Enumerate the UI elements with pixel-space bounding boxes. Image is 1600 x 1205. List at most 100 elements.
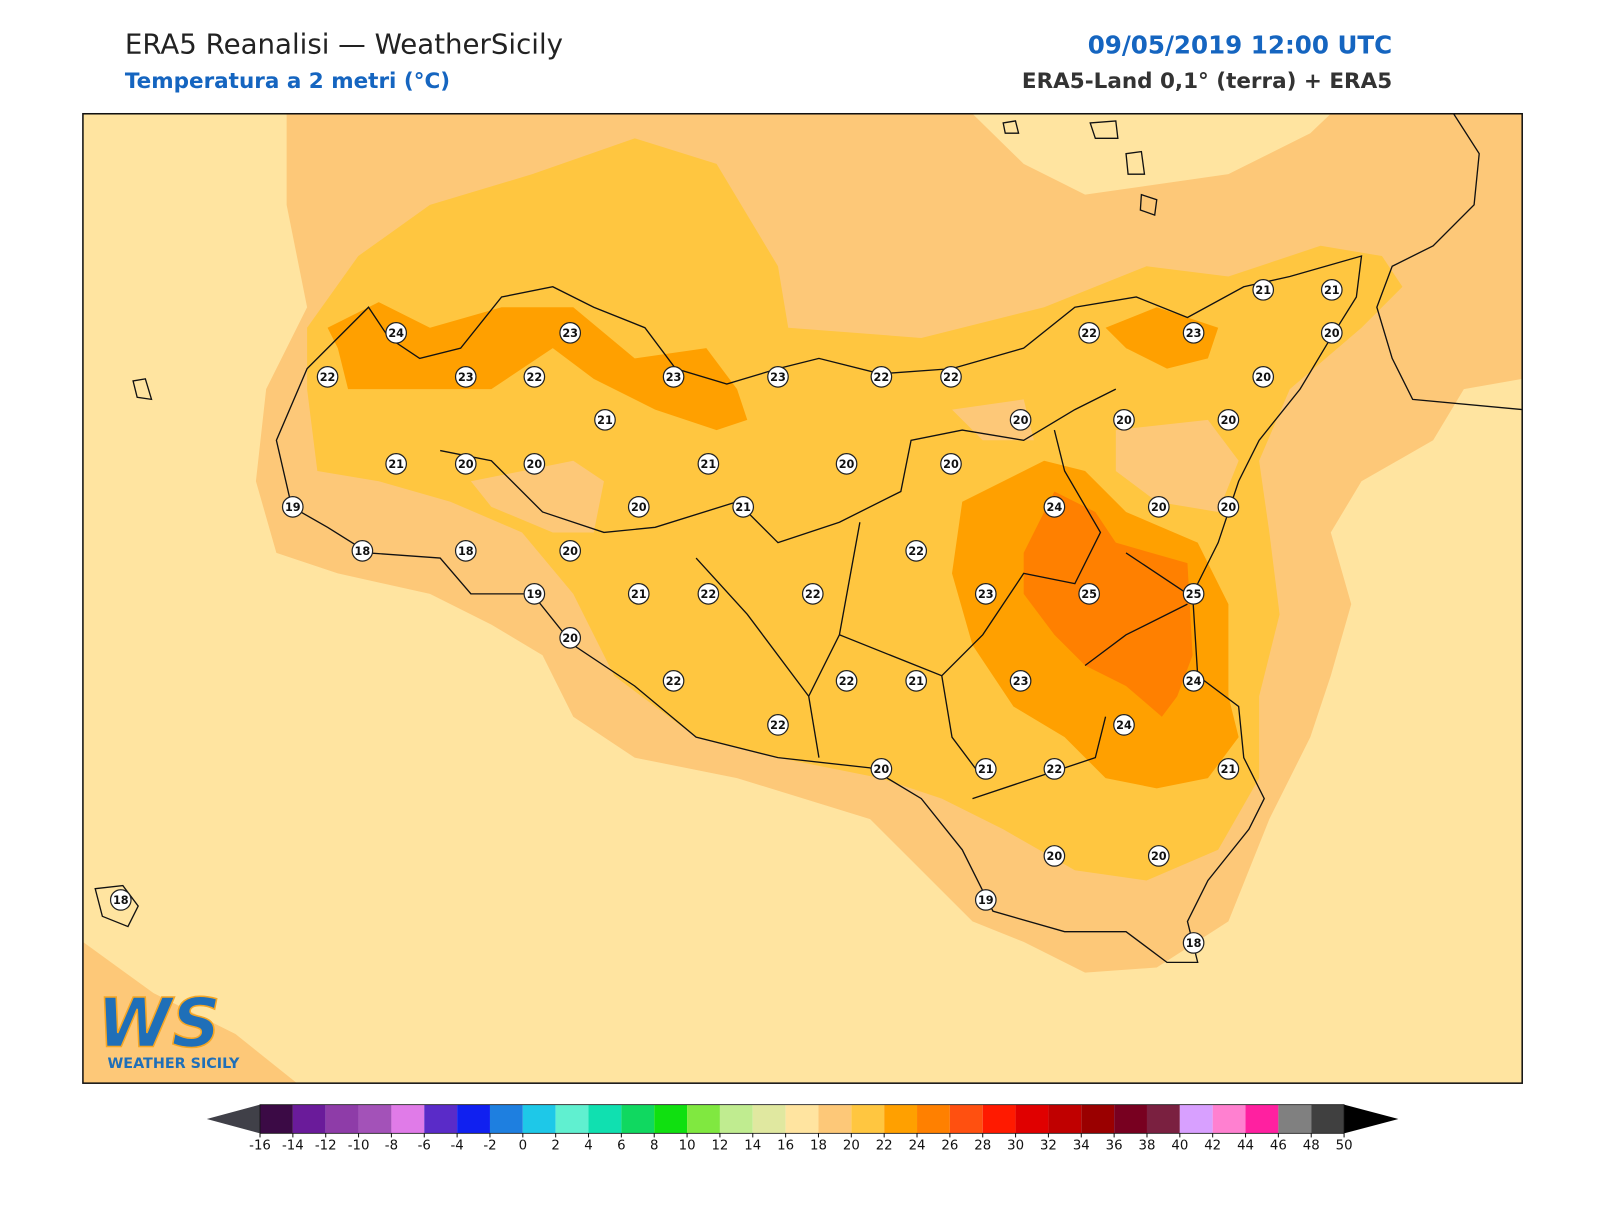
colorbar-tick-label: 24 <box>909 1139 926 1154</box>
station-marker <box>385 321 408 344</box>
station-value: 18 <box>458 545 474 558</box>
stations: 24 23 22 23 22 23 23 22 22 22 23 21 21 20 20 21 20 20 20 21… <box>109 278 1343 954</box>
station-value: 22 <box>1047 763 1063 776</box>
colorbar-tick-label: 50 <box>1336 1139 1353 1154</box>
source: ERA5-Land 0,1° (terra) + ERA5 <box>1022 69 1392 94</box>
station-value: 20 <box>631 501 647 514</box>
station-marker <box>697 583 720 605</box>
station-value: 20 <box>527 458 543 471</box>
subtitle: Temperatura a 2 metri (°C) <box>125 69 450 94</box>
station-marker <box>940 453 962 475</box>
colorbar-tick-label: -12 <box>315 1139 337 1154</box>
station-value: 22 <box>527 371 543 384</box>
station-marker <box>559 627 582 649</box>
contour-22-24 <box>327 302 748 431</box>
station-value: 23 <box>458 371 474 384</box>
map-area: WS WEATHER SICILY 24 23 22 23 22 23 23 22 22 22 23… <box>82 113 1523 1084</box>
station-value: 20 <box>943 458 959 471</box>
colorbar-tick-label: 42 <box>1204 1139 1221 1154</box>
station-marker <box>767 365 789 388</box>
station-value: 23 <box>1186 327 1202 340</box>
colorbar-outline <box>259 1104 1345 1134</box>
colorbar-cell <box>1114 1104 1147 1134</box>
colorbar-cell <box>1015 1104 1049 1134</box>
colorbar-tick-label: 22 <box>876 1139 893 1154</box>
colorbar-tick-label: 40 <box>1171 1139 1188 1154</box>
colorbar-cell <box>884 1104 918 1134</box>
colorbar-cell <box>949 1104 983 1134</box>
station-marker <box>1113 408 1135 431</box>
station-marker <box>1182 321 1205 344</box>
colorbar-cell <box>1048 1104 1082 1134</box>
station-value: 20 <box>458 458 474 471</box>
contour-18-20 <box>470 460 604 533</box>
station-value: 22 <box>805 588 821 601</box>
station-marker <box>627 583 650 605</box>
station-value: 18 <box>113 894 129 907</box>
colorbar-tick-label: 30 <box>1007 1139 1024 1154</box>
colorbar-tick-label: -6 <box>418 1139 431 1154</box>
colorbar-tick-label: 32 <box>1040 1139 1057 1154</box>
colorbar-tick-label: 18 <box>810 1139 827 1154</box>
colorbar-tick-label: 36 <box>1106 1139 1123 1154</box>
colorbar-tick-label: 28 <box>974 1139 991 1154</box>
colorbar-cell <box>292 1104 326 1134</box>
colorbar-tick-label: 0 <box>519 1139 527 1154</box>
station-value: 22 <box>839 675 855 688</box>
logo-name: WEATHER SICILY <box>107 1056 240 1072</box>
station-marker <box>870 758 893 780</box>
station-value: 20 <box>562 632 578 645</box>
station-value: 20 <box>839 458 855 471</box>
station-value: 20 <box>562 545 578 558</box>
colorbar-cell <box>489 1104 523 1134</box>
colorbar-cell <box>654 1104 688 1134</box>
station-marker <box>870 365 893 388</box>
station-value: 18 <box>355 545 371 558</box>
station-value: 20 <box>1221 501 1237 514</box>
colorbar-cell <box>522 1104 556 1134</box>
station-marker <box>1320 278 1343 301</box>
station-marker <box>940 365 962 388</box>
colorbar-tick-label: 48 <box>1303 1139 1320 1154</box>
station-marker <box>905 540 928 562</box>
colorbar-cell <box>1245 1104 1279 1134</box>
station-value: 21 <box>735 501 751 514</box>
station-marker <box>835 670 858 692</box>
station-marker <box>1252 278 1275 301</box>
colorbar-cell <box>1278 1104 1312 1134</box>
colorbar-tick-label: -2 <box>483 1139 496 1154</box>
colorbar-cell <box>325 1104 359 1134</box>
colorbar-tick-label: 10 <box>679 1139 696 1154</box>
colorbar-cell <box>752 1104 786 1134</box>
station-value: 21 <box>1324 284 1340 297</box>
colorbar-tick-label: 14 <box>744 1139 761 1154</box>
station-value: 21 <box>701 458 717 471</box>
logo: WS WEATHER SICILY <box>96 983 240 1072</box>
station-marker <box>351 540 374 562</box>
colorbar-tick-label: -14 <box>282 1139 304 1154</box>
station-marker <box>1043 495 1066 518</box>
colorbar-tick-label: -8 <box>385 1139 398 1154</box>
sicily-coastline <box>275 255 1363 964</box>
station-marker <box>1182 932 1205 954</box>
station-value: 21 <box>908 675 924 688</box>
station-value: 23 <box>1013 675 1029 688</box>
station-value: 21 <box>1221 763 1237 776</box>
station-marker <box>281 495 304 518</box>
station-value: 20 <box>1255 371 1271 384</box>
station-value: 20 <box>1013 414 1029 427</box>
colorbar-tick-label: 6 <box>617 1139 625 1154</box>
station-value: 19 <box>285 501 301 514</box>
station-value: 20 <box>874 763 890 776</box>
colorbar-cell <box>358 1104 392 1134</box>
station-marker <box>385 453 408 475</box>
station-value: 23 <box>666 371 682 384</box>
station-value: 24 <box>1186 675 1202 688</box>
station-marker <box>316 365 339 388</box>
colorbar-cell <box>424 1104 458 1134</box>
colorbar-cell <box>1311 1104 1345 1134</box>
station-value: 20 <box>1221 414 1237 427</box>
islands <box>94 120 1158 928</box>
calabria-coastline <box>1376 113 1523 411</box>
station-marker <box>627 495 650 518</box>
